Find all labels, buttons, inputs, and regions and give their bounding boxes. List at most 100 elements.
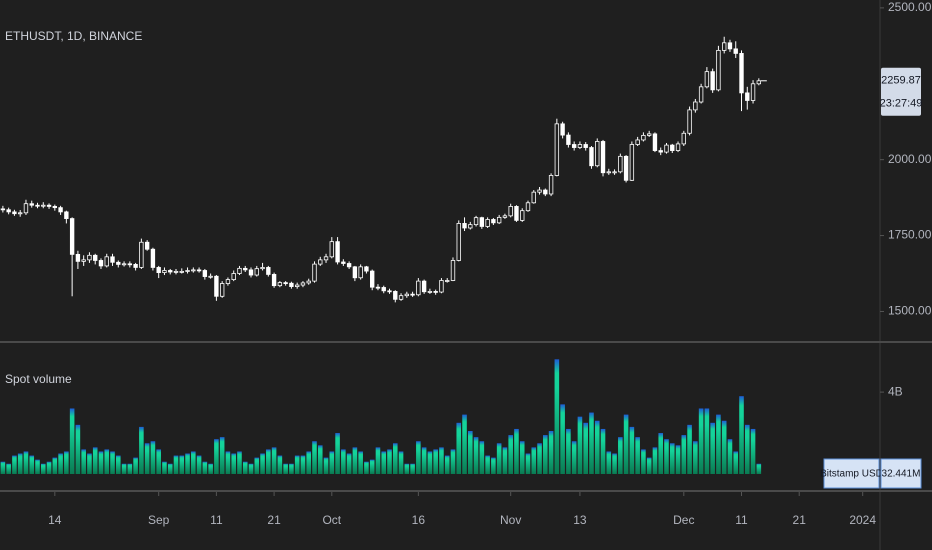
candle-body [225,279,231,284]
volume-bar [485,455,490,474]
candle-body [468,224,473,229]
candle-body [618,155,623,173]
candle-body [508,206,513,217]
volume-bar [525,453,531,474]
candle-body [69,218,75,255]
volume-bar [450,449,456,474]
volume-bar [756,463,762,474]
volume-bar [127,463,133,474]
candle-body [41,204,46,207]
candle-body [577,144,583,148]
candle-body [133,264,138,268]
volume-bar [75,424,81,474]
volume-bar [196,455,202,474]
volume-bar [629,426,635,474]
candle-body [525,202,531,212]
volume-bar [52,457,58,474]
candle-body [629,144,635,181]
volume-bar [721,420,727,474]
volume-bar [266,449,271,474]
candle-body [52,206,58,209]
candle-body [398,295,404,300]
candle-body [693,101,698,111]
volume-bar [110,451,115,474]
candle-body [687,109,692,134]
candle-body [248,269,254,276]
candle-body [623,155,629,181]
volume-bar [92,447,98,474]
candle-body [485,219,490,227]
volume-bar [248,463,254,474]
candle-body [548,175,554,195]
volume-bar [583,422,588,474]
price-tag [881,67,921,116]
candle-body [554,123,560,176]
volume-bar [410,463,415,474]
volume-bar [554,359,560,474]
candle-body [231,273,236,280]
volume-bar [496,443,502,474]
candle-body [566,134,571,145]
candle-body [208,275,213,278]
volume-bar [46,461,52,474]
volume-bar [260,453,265,474]
volume-bar [364,461,369,474]
volume-bar [214,439,219,474]
volume-bar [433,449,438,474]
candle-body [658,150,663,153]
volume-bar [681,435,687,474]
candle-body [416,280,421,296]
volume-bar [514,428,519,474]
candle-body [219,283,225,297]
candle-body [675,143,681,151]
volume-bar [427,451,433,474]
volume-bar [329,451,335,474]
volume-bar [58,453,63,474]
volume-bar [387,449,392,474]
x-tick-label: 21 [793,513,807,527]
candle-body [716,49,721,91]
volume-bar [392,443,398,474]
volume-bar [185,453,190,474]
candle-body [254,268,259,276]
volume-bar [675,445,681,474]
candle-body [127,263,133,266]
volume-bar [508,435,513,474]
candle-body [81,259,86,262]
y-tick-label: 2500.00 [888,0,932,14]
volume-bar [560,404,565,474]
x-tick-label: 11 [210,513,223,527]
x-tick-label: 13 [573,513,587,527]
volume-bar [519,441,525,474]
candle-body [12,211,17,215]
candle-body [341,261,346,264]
volume-bar [219,437,225,474]
volume-bar [289,463,294,474]
candle-body [410,293,415,296]
candle-body [162,270,167,274]
volume-bar [150,441,156,474]
volume-bar [381,451,387,474]
candle-body [237,267,242,274]
candle-body [243,267,248,271]
candle-body [116,261,121,265]
candle-body [745,92,750,101]
volume-title: Spot volume [5,372,72,386]
candle-body [329,241,334,258]
volume-bar [739,396,744,474]
candle-body [652,133,658,151]
volume-bar [346,453,352,474]
candle-body [277,282,283,287]
volume-bar [612,453,617,474]
volume-bar [416,441,421,474]
volume-bar [0,461,6,474]
volume-bar [139,426,144,474]
candle-body [404,293,410,297]
candle-body [635,139,640,145]
volume-bar [306,451,312,474]
candle-body [156,267,161,274]
volume-bar [698,408,704,474]
x-tick-label: 11 [735,513,748,527]
candle-body [29,203,34,206]
